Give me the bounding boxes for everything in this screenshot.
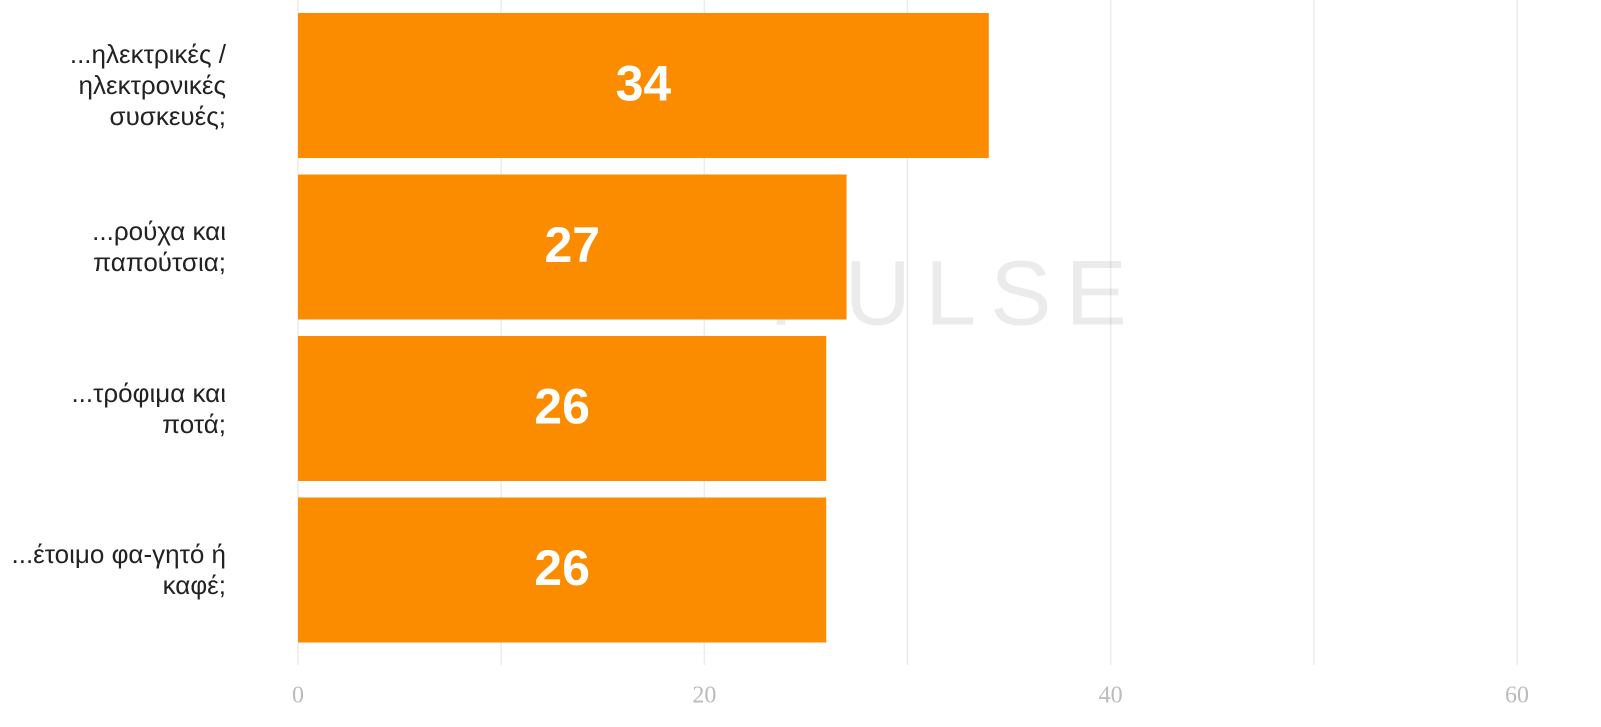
x-tick-label: 40 [1099,683,1123,709]
x-tick-label: 20 [692,683,716,709]
category-label: ...έτοιμο φα-γητό ή καφέ; [0,498,227,643]
category-label: ...ρούχα και παπούτσια; [0,175,226,320]
category-text: ...τρόφιμα και ποτά; [71,377,226,439]
category-text: ...ρούχα και παπούτσια; [92,216,226,277]
bar [298,13,989,158]
bar [298,174,847,320]
value-label: 34 [616,56,672,112]
category-label: ...τρόφιμα και ποτά; [0,336,226,481]
value-label: 26 [534,379,590,435]
value-label: 27 [544,217,600,273]
category-label: ...ηλεκτρικές / ηλεκτρονικές συσκευές; [0,13,226,158]
x-tick-label: 60 [1505,683,1529,709]
bar [298,497,827,643]
bar [298,336,827,481]
value-label: 26 [534,540,590,596]
x-tick-label: 0 [292,683,304,709]
category-text: ...ηλεκτρικές / ηλεκτρονικές συσκευές; [69,39,226,131]
category-text: ...έτοιμο φα-γητό ή καφέ; [11,539,227,600]
